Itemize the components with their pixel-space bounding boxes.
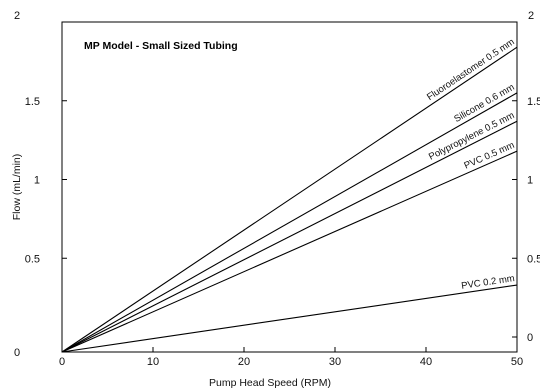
x-axis-title: Pump Head Speed (RPM) [209, 377, 331, 389]
x-tick-label: 10 [147, 356, 159, 368]
y2-tick-label: 0 [527, 332, 533, 344]
x-tick-label: 0 [59, 356, 65, 368]
x-tick-label: 30 [329, 356, 341, 368]
x-axis: 0 10 20 30 40 50 [59, 347, 523, 368]
y-tick-label: 1.5 [25, 96, 40, 108]
y2-tick-label: 1 [527, 175, 533, 187]
x-tick-label: 20 [238, 356, 250, 368]
y-tick-label: 1 [34, 175, 40, 187]
y2-tick-label: 2 [528, 10, 534, 22]
x-tick-label: 50 [511, 356, 523, 368]
series-line [61, 150, 518, 353]
series-line [61, 46, 518, 353]
plot-frame [61, 21, 518, 353]
chart-title: MP Model - Small Sized Tubing [84, 40, 238, 52]
y2-tick-label: 1.5 [527, 96, 540, 108]
series-line [61, 92, 518, 353]
series-line [61, 120, 518, 353]
y-tick-label: 2 [14, 10, 20, 22]
y-tick-label: 0 [14, 347, 20, 359]
x-tick-label: 40 [420, 356, 432, 368]
y-tick-label: 0.5 [25, 253, 40, 265]
y2-tick-label: 0.5 [527, 253, 540, 265]
y-axis-left: 0 0.5 1 1.5 2 [14, 10, 67, 359]
series-line [61, 284, 518, 353]
y-axis-right: 0 0.5 1 1.5 2 [512, 10, 540, 344]
y-axis-title: Flow (mL/min) [11, 154, 23, 221]
